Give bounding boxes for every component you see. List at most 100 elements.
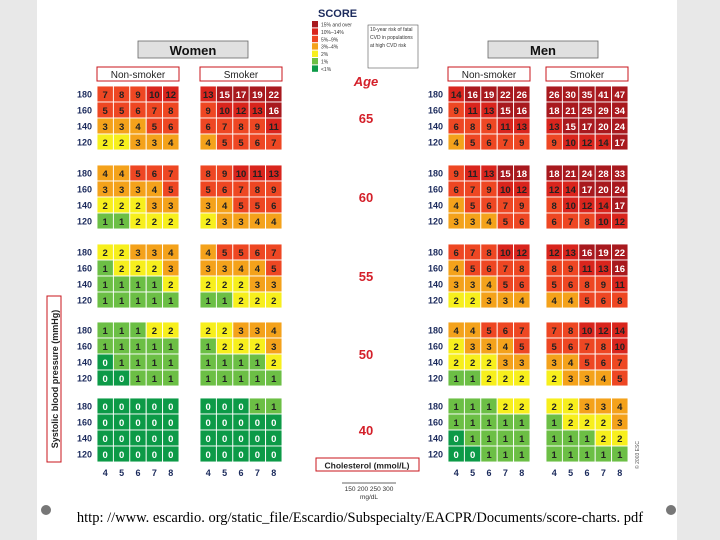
risk-cell-value: 1	[470, 434, 476, 445]
risk-cell-value: 2	[135, 217, 140, 228]
risk-cell-value: 0	[271, 418, 276, 429]
risk-cell-value: 0	[238, 450, 243, 461]
risk-cell-value: 1	[470, 418, 476, 429]
risk-cell-value: 6	[568, 280, 573, 291]
risk-cell-value: 2	[206, 280, 211, 291]
risk-cell-value: 6	[519, 217, 524, 228]
cholesterol-label-box	[315, 457, 420, 472]
legend-note-box	[367, 24, 419, 69]
sbp-row-label-right: 160	[428, 264, 443, 274]
risk-cell-value: 25	[582, 106, 593, 117]
risk-cell-value: 9	[552, 138, 557, 149]
risk-cell-value: 5	[135, 169, 141, 180]
risk-cell-value: 4	[238, 264, 244, 275]
risk-cell-value: 8	[584, 280, 589, 291]
risk-cell	[611, 133, 629, 151]
risk-cell-value: 12	[598, 326, 609, 337]
risk-cell-value: 1	[552, 434, 558, 445]
sbp-row-label-left: 140	[77, 122, 92, 132]
risk-cell-value: 1	[135, 342, 141, 353]
column-header-box	[545, 66, 629, 82]
risk-cell-value: 1	[135, 374, 141, 385]
risk-cell-value: 2	[519, 374, 524, 385]
sbp-row-label-right: 180	[428, 326, 443, 336]
risk-cell-value: 6	[519, 280, 524, 291]
risk-cell-value: 7	[152, 106, 157, 117]
risk-cell-value: 6	[454, 185, 459, 196]
sbp-row-label-left: 140	[77, 434, 92, 444]
risk-cell-value: 3	[454, 217, 459, 228]
sbp-row-label-left: 140	[77, 201, 92, 211]
risk-cell-value: 9	[206, 106, 211, 117]
risk-cell-value: 22	[615, 248, 626, 259]
cholesterol-tick: 6	[238, 468, 243, 478]
risk-cell-value: 2	[135, 264, 140, 275]
risk-cell-value: 8	[470, 122, 475, 133]
legend-level-label: 10%–14%	[321, 30, 344, 36]
risk-cell-value: 3	[103, 185, 108, 196]
risk-cell	[611, 212, 629, 230]
sbp-row-label-right: 180	[428, 248, 443, 258]
risk-cell	[265, 212, 283, 230]
women-header: Women	[170, 43, 217, 58]
risk-cell-value: 24	[615, 185, 626, 196]
risk-cell-value: 7	[103, 90, 108, 101]
risk-cell-value: 1	[168, 358, 174, 369]
sbp-row-label-right: 160	[428, 418, 443, 428]
risk-cell-value: 2	[486, 358, 491, 369]
risk-cell-value: 19	[598, 248, 609, 259]
risk-cell-value: 1	[503, 450, 509, 461]
risk-cell-value: 13	[517, 122, 528, 133]
risk-cell-value: 3	[152, 201, 157, 212]
legend-swatch	[312, 50, 318, 57]
risk-cell-value: 0	[238, 402, 243, 413]
risk-cell-value: 10	[236, 169, 247, 180]
risk-cell-value: 26	[517, 90, 528, 101]
score-title: SCORE	[318, 8, 357, 20]
risk-cell	[611, 445, 629, 463]
risk-cell-value: 5	[486, 326, 492, 337]
risk-cell-value: 0	[135, 434, 140, 445]
risk-cell-value: 3	[255, 280, 260, 291]
risk-cell-value: 0	[135, 402, 140, 413]
risk-cell-value: 5	[222, 138, 228, 149]
risk-cell-value: 11	[468, 169, 479, 180]
risk-cell-value: 4	[168, 248, 174, 259]
risk-cell-value: 0	[271, 450, 276, 461]
risk-cell-value: 11	[582, 264, 593, 275]
risk-cell-value: 2	[152, 326, 157, 337]
risk-cell-value: 2	[206, 217, 211, 228]
risk-cell-value: 0	[119, 434, 124, 445]
sbp-row-label-right: 180	[428, 169, 443, 179]
risk-cell-value: 1	[206, 374, 212, 385]
sbp-row-label-left: 180	[77, 169, 92, 179]
sbp-row-label-left: 160	[77, 418, 92, 428]
risk-cell-value: 3	[135, 185, 140, 196]
risk-cell-value: 0	[222, 450, 227, 461]
risk-cell-value: 2	[552, 374, 557, 385]
sbp-row-label-left: 120	[77, 138, 92, 148]
risk-cell-value: 9	[454, 169, 459, 180]
column-header-smoker: Smoker	[224, 70, 259, 81]
risk-cell-value: 3	[470, 217, 475, 228]
risk-cell-value: 7	[617, 358, 622, 369]
risk-cell-value: 4	[222, 201, 228, 212]
risk-cell-value: 13	[269, 169, 280, 180]
legend-swatch	[312, 65, 318, 72]
risk-cell-value: 4	[119, 169, 125, 180]
risk-cell-value: 9	[486, 122, 491, 133]
risk-cell-value: 3	[568, 374, 573, 385]
risk-cell-value: 1	[222, 374, 228, 385]
risk-cell-value: 0	[255, 418, 260, 429]
risk-cell-value: 1	[119, 326, 125, 337]
sbp-row-label-left: 140	[77, 358, 92, 368]
risk-cell-value: 11	[615, 280, 626, 291]
risk-cell-value: 2	[222, 280, 227, 291]
risk-cell-value: 4	[206, 138, 212, 149]
risk-cell-value: 2	[470, 296, 475, 307]
sbp-row-label-left: 120	[77, 296, 92, 306]
sbp-row-label-right: 120	[428, 374, 443, 384]
sbp-row-label-right: 140	[428, 358, 443, 368]
risk-cell-value: 8	[601, 342, 606, 353]
risk-cell-value: 3	[255, 326, 260, 337]
